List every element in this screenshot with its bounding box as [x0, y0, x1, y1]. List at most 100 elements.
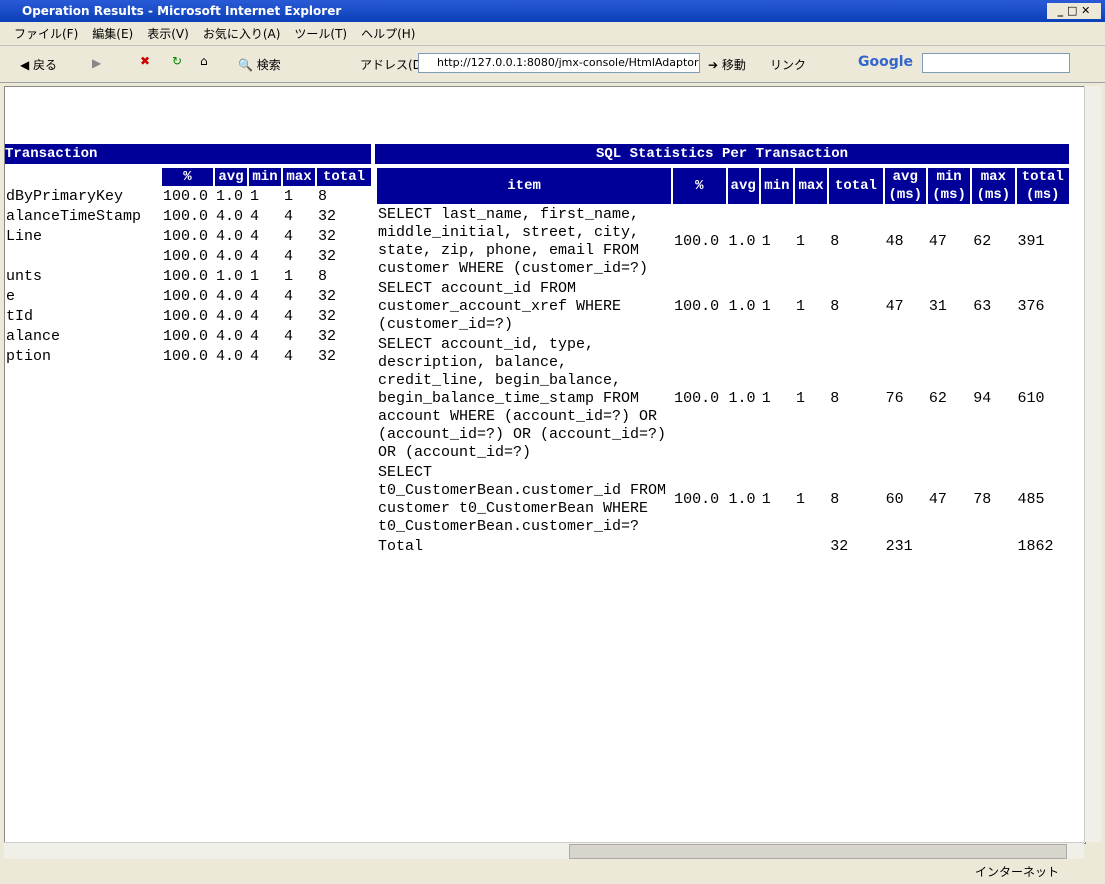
- cell: 100.0: [674, 233, 720, 250]
- cell: tId: [6, 308, 34, 325]
- cell: 4.0: [216, 348, 244, 365]
- cell: 100.0: [674, 298, 720, 315]
- cell: 4: [284, 288, 294, 305]
- cell: 32: [318, 248, 337, 265]
- cell: 4: [250, 228, 260, 245]
- stop-button[interactable]: ✖: [140, 54, 151, 68]
- data-row: dByPrimaryKey 100.0 1.0 1 1 8: [5, 188, 371, 206]
- toolbar: ◀ 戻る ▶ ✖ ↻ ⌂ 🔍 検索 アドレス(D) http://127.0.0…: [0, 46, 1105, 83]
- cell: 94: [973, 390, 992, 407]
- header-cell: total (ms): [1016, 168, 1069, 204]
- data-row: SELECT account_id FROM customer_account_…: [377, 280, 1069, 334]
- vertical-scrollbar[interactable]: [1084, 86, 1101, 842]
- address-label: アドレス(D): [360, 58, 427, 72]
- cell: 1: [284, 188, 294, 205]
- cell: dByPrimaryKey: [6, 188, 124, 205]
- cell: 1.0: [728, 298, 756, 315]
- cell: 1: [761, 298, 771, 315]
- cell: Total: [378, 538, 424, 555]
- cell: SELECT account_id FROM customer_account_…: [378, 280, 622, 333]
- cell: 60: [885, 491, 904, 508]
- cell: 100.0: [163, 288, 209, 305]
- cell: 4.0: [216, 308, 244, 325]
- cell: [795, 538, 827, 556]
- data-row: Line 100.0 4.0 4 4 32: [5, 228, 371, 246]
- window-controls[interactable]: _ □ ✕: [1047, 3, 1101, 19]
- cell: 4.0: [216, 208, 244, 225]
- menu-item[interactable]: 表示(V): [147, 27, 189, 41]
- google-logo[interactable]: Google: [858, 54, 914, 70]
- right-table: item% avg min max total avg (ms) min (ms) max (…: [375, 166, 1071, 558]
- data-row: e 100.0 4.0 4 4 32: [5, 288, 371, 306]
- cell: 376: [1017, 298, 1045, 315]
- horizontal-scrollbar[interactable]: [4, 842, 1084, 859]
- back-button[interactable]: ◀ 戻る: [20, 58, 58, 72]
- cell: 100.0: [163, 248, 209, 265]
- cell: 4: [250, 348, 260, 365]
- home-button[interactable]: ⌂: [200, 54, 208, 68]
- total-row: Total 32 231 1862: [377, 538, 1069, 556]
- search-button[interactable]: 🔍 検索: [238, 58, 281, 72]
- cell: 31: [928, 298, 947, 315]
- cell: SELECT last_name, first_name, middle_ini…: [378, 206, 649, 277]
- cell: 100.0: [674, 390, 720, 407]
- cell: 1.0: [728, 491, 756, 508]
- header-row: item% avg min max total avg (ms) min (ms) max (…: [377, 168, 1069, 204]
- cell: 4.0: [216, 288, 244, 305]
- links-label[interactable]: リンク: [770, 58, 807, 72]
- header-cell: total: [829, 168, 883, 204]
- go-button[interactable]: ➔ 移動: [708, 58, 746, 72]
- data-row: unts 100.0 1.0 1 1 8: [5, 268, 371, 286]
- menu-item[interactable]: 編集(E): [92, 27, 134, 41]
- cell: 8: [318, 268, 328, 285]
- cell: 4: [284, 228, 294, 245]
- cell: 100.0: [674, 491, 720, 508]
- right-table-title: SQL Statistics Per Transaction: [375, 144, 1069, 164]
- url: http://127.0.0.1:8080/jmx-console/HtmlAd…: [437, 56, 700, 69]
- menu-item[interactable]: ツール(T): [294, 27, 348, 41]
- window-title: Operation Results - Microsoft Internet E…: [22, 4, 342, 18]
- cell: 4: [250, 288, 260, 305]
- scroll-thumb[interactable]: [569, 844, 1067, 859]
- cell: 100.0: [163, 268, 209, 285]
- cell: 4: [284, 348, 294, 365]
- data-row: alanceTimeStamp 100.0 4.0 4 4 32: [5, 208, 371, 226]
- header-cell: min: [249, 168, 281, 186]
- cell: 62: [928, 390, 947, 407]
- cell: 4: [250, 328, 260, 345]
- cell: 47: [928, 233, 947, 250]
- cell: 4: [284, 328, 294, 345]
- menu-item[interactable]: お気に入り(A): [202, 27, 281, 41]
- cell: SELECT t0_CustomerBean.customer_id FROM …: [378, 464, 667, 535]
- cell: [673, 538, 725, 556]
- cell: 4: [284, 208, 294, 225]
- back-label: 戻る: [33, 58, 58, 72]
- cell: 100.0: [163, 308, 209, 325]
- header-cell: min (ms): [927, 168, 971, 204]
- cell: 1: [796, 298, 806, 315]
- cell: [928, 538, 970, 556]
- header-cell: min: [760, 168, 793, 204]
- go-label: 移動: [721, 58, 746, 72]
- menu-item[interactable]: ヘルプ(H): [361, 27, 416, 41]
- cell: 1862: [1017, 538, 1054, 555]
- cell: 47: [928, 491, 947, 508]
- header-row: % avg min max total: [5, 168, 371, 186]
- refresh-button[interactable]: ↻: [172, 54, 183, 68]
- header-cell: [5, 168, 160, 186]
- forward-button[interactable]: ▶: [92, 56, 102, 70]
- address-input[interactable]: http://127.0.0.1:8080/jmx-console/HtmlAd…: [418, 53, 700, 73]
- cell: 100.0: [163, 188, 209, 205]
- cell: 391: [1017, 233, 1045, 250]
- google-search-input[interactable]: [922, 53, 1070, 73]
- cell: 32: [318, 348, 337, 365]
- data-row: tId 100.0 4.0 4 4 32: [5, 308, 371, 326]
- menu-bar: ファイル(F) 編集(E) 表示(V) お気に入り(A) ツール(T) ヘルプ(H): [0, 23, 1105, 46]
- menu-item[interactable]: ファイル(F): [14, 27, 79, 41]
- cell: 62: [973, 233, 992, 250]
- cell: 1.0: [728, 233, 756, 250]
- title-bar: Operation Results - Microsoft Internet E…: [0, 0, 1105, 22]
- header-cell: max: [795, 168, 828, 204]
- cell: 4: [250, 248, 260, 265]
